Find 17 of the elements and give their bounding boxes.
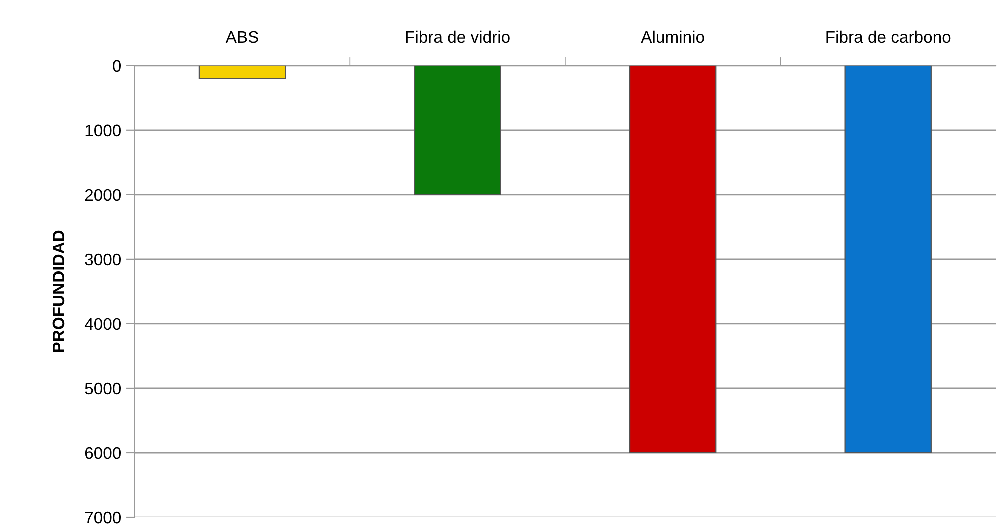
bar (198, 66, 286, 80)
bar (629, 66, 717, 454)
x-tick-label: ABS (226, 31, 258, 44)
y-tick-label: 0 (113, 60, 122, 72)
bar (414, 66, 502, 196)
y-tick-label: 3000 (85, 254, 122, 266)
y-tick-label: 4000 (84, 318, 122, 330)
bar (844, 66, 932, 454)
y-tick-label: 2000 (85, 189, 122, 202)
y-tick-label: 1000 (86, 124, 122, 137)
y-axis-title: PROFUNDIDAD (52, 230, 65, 352)
y-tick-label: 6000 (85, 447, 122, 460)
y-tick-label: 7000 (85, 512, 122, 524)
x-tick-label: Aluminio (641, 30, 704, 44)
x-tick-label: Fibra de vidrio (406, 30, 510, 44)
x-tick-label: Fibra de carbono (826, 30, 951, 44)
y-tick-label: 5000 (85, 382, 122, 395)
